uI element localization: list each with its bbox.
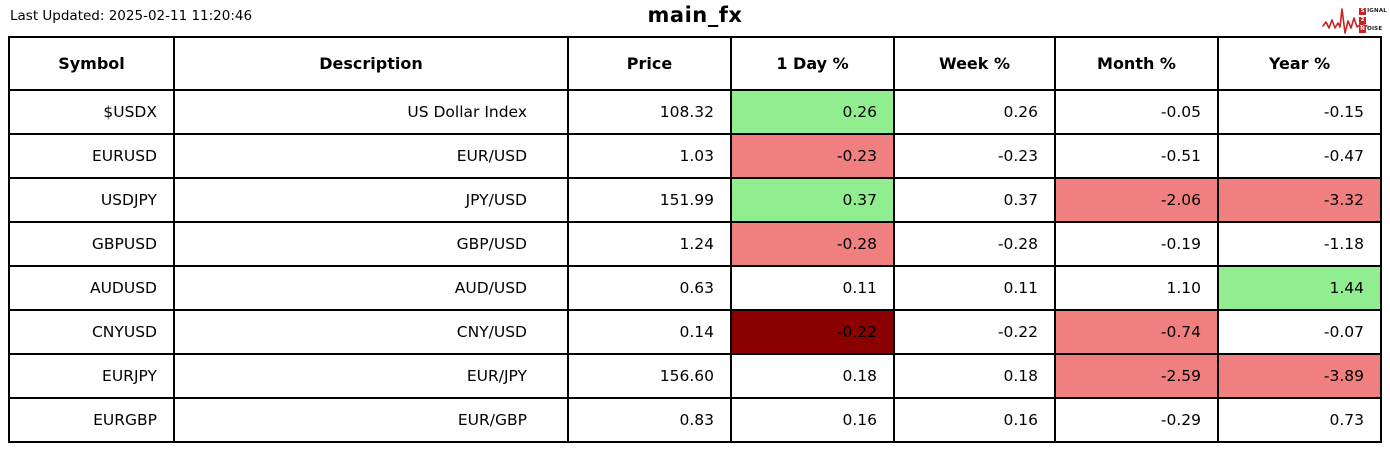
col-header-symbol: Symbol <box>8 36 175 91</box>
year-pct-cell: -0.07 <box>1217 309 1382 355</box>
logo-text: S IGNAL 2 N OISE <box>1359 7 1387 33</box>
day-pct-cell: -0.28 <box>730 221 895 267</box>
logo-letterbox-s: S <box>1359 7 1367 15</box>
symbol-cell: EURGBP <box>8 397 175 443</box>
symbol-cell: EURJPY <box>8 353 175 399</box>
week-pct-cell: 0.18 <box>893 353 1056 399</box>
year-pct-cell: -1.18 <box>1217 221 1382 267</box>
col-header-week-pct: Week % <box>893 36 1056 91</box>
month-pct-cell: -2.59 <box>1054 353 1219 399</box>
year-pct-cell: 1.44 <box>1217 265 1382 311</box>
logo-noise-rest: OISE <box>1367 26 1383 32</box>
header-row: Symbol Description Price 1 Day % Week % … <box>8 36 1382 91</box>
col-header-year-pct: Year % <box>1217 36 1382 91</box>
week-pct-cell: -0.23 <box>893 133 1056 179</box>
table-row: EURJPY EUR/JPY 156.60 0.18 0.18 -2.59 -3… <box>8 353 1382 399</box>
price-cell: 151.99 <box>567 177 732 223</box>
price-cell: 156.60 <box>567 353 732 399</box>
description-cell: CNY/USD <box>173 309 569 355</box>
description-cell: EUR/USD <box>173 133 569 179</box>
week-pct-cell: -0.22 <box>893 309 1056 355</box>
description-cell: AUD/USD <box>173 265 569 311</box>
table-row: $USDX US Dollar Index 108.32 0.26 0.26 -… <box>8 89 1382 135</box>
logo-line-two: 2 <box>1359 16 1387 24</box>
table-row: EURGBP EUR/GBP 0.83 0.16 0.16 -0.29 0.73 <box>8 397 1382 443</box>
fx-table: Symbol Description Price 1 Day % Week % … <box>8 36 1382 443</box>
page-title: main_fx <box>647 3 743 27</box>
month-pct-cell: 1.10 <box>1054 265 1219 311</box>
price-cell: 1.03 <box>567 133 732 179</box>
symbol-cell: USDJPY <box>8 177 175 223</box>
logo-line-noise: N OISE <box>1359 25 1387 33</box>
description-cell: EUR/GBP <box>173 397 569 443</box>
symbol-cell: EURUSD <box>8 133 175 179</box>
day-pct-cell: 0.26 <box>730 89 895 135</box>
description-cell: US Dollar Index <box>173 89 569 135</box>
price-cell: 1.24 <box>567 221 732 267</box>
month-pct-cell: -0.29 <box>1054 397 1219 443</box>
description-cell: GBP/USD <box>173 221 569 267</box>
day-pct-cell: -0.23 <box>730 133 895 179</box>
symbol-cell: GBPUSD <box>8 221 175 267</box>
logo-letterbox-2: 2 <box>1359 16 1367 24</box>
month-pct-cell: -0.51 <box>1054 133 1219 179</box>
month-pct-cell: -2.06 <box>1054 177 1219 223</box>
day-pct-cell: 0.11 <box>730 265 895 311</box>
table-row: CNYUSD CNY/USD 0.14 -0.22 -0.22 -0.74 -0… <box>8 309 1382 355</box>
day-pct-cell: 0.18 <box>730 353 895 399</box>
price-cell: 0.14 <box>567 309 732 355</box>
week-pct-cell: 0.16 <box>893 397 1056 443</box>
table-row: USDJPY JPY/USD 151.99 0.37 0.37 -2.06 -3… <box>8 177 1382 223</box>
col-header-day-pct: 1 Day % <box>730 36 895 91</box>
symbol-cell: $USDX <box>8 89 175 135</box>
col-header-month-pct: Month % <box>1054 36 1219 91</box>
week-pct-cell: 0.26 <box>893 89 1056 135</box>
day-pct-cell: 0.37 <box>730 177 895 223</box>
col-header-price: Price <box>567 36 732 91</box>
day-pct-cell: -0.22 <box>730 309 895 355</box>
price-cell: 0.63 <box>567 265 732 311</box>
symbol-cell: AUDUSD <box>8 265 175 311</box>
week-pct-cell: -0.28 <box>893 221 1056 267</box>
week-pct-cell: 0.37 <box>893 177 1056 223</box>
day-pct-cell: 0.16 <box>730 397 895 443</box>
month-pct-cell: -0.74 <box>1054 309 1219 355</box>
description-cell: JPY/USD <box>173 177 569 223</box>
description-cell: EUR/JPY <box>173 353 569 399</box>
year-pct-cell: -3.32 <box>1217 177 1382 223</box>
price-cell: 0.83 <box>567 397 732 443</box>
waveform-icon <box>1322 8 1368 34</box>
table-row: EURUSD EUR/USD 1.03 -0.23 -0.23 -0.51 -0… <box>8 133 1382 179</box>
year-pct-cell: -0.47 <box>1217 133 1382 179</box>
table-row: AUDUSD AUD/USD 0.63 0.11 0.11 1.10 1.44 <box>8 265 1382 311</box>
month-pct-cell: -0.19 <box>1054 221 1219 267</box>
symbol-cell: CNYUSD <box>8 309 175 355</box>
col-header-description: Description <box>173 36 569 91</box>
logo-signal-rest: IGNAL <box>1367 8 1387 14</box>
last-updated-text: Last Updated: 2025-02-11 11:20:46 <box>10 8 253 24</box>
price-cell: 108.32 <box>567 89 732 135</box>
table-row: GBPUSD GBP/USD 1.24 -0.28 -0.28 -0.19 -1… <box>8 221 1382 267</box>
signal2noise-logo: S IGNAL 2 N OISE <box>1322 3 1388 37</box>
week-pct-cell: 0.11 <box>893 265 1056 311</box>
logo-letterbox-n: N <box>1359 25 1367 33</box>
month-pct-cell: -0.05 <box>1054 89 1219 135</box>
year-pct-cell: -0.15 <box>1217 89 1382 135</box>
year-pct-cell: 0.73 <box>1217 397 1382 443</box>
year-pct-cell: -3.89 <box>1217 353 1382 399</box>
logo-line-signal: S IGNAL <box>1359 7 1387 15</box>
